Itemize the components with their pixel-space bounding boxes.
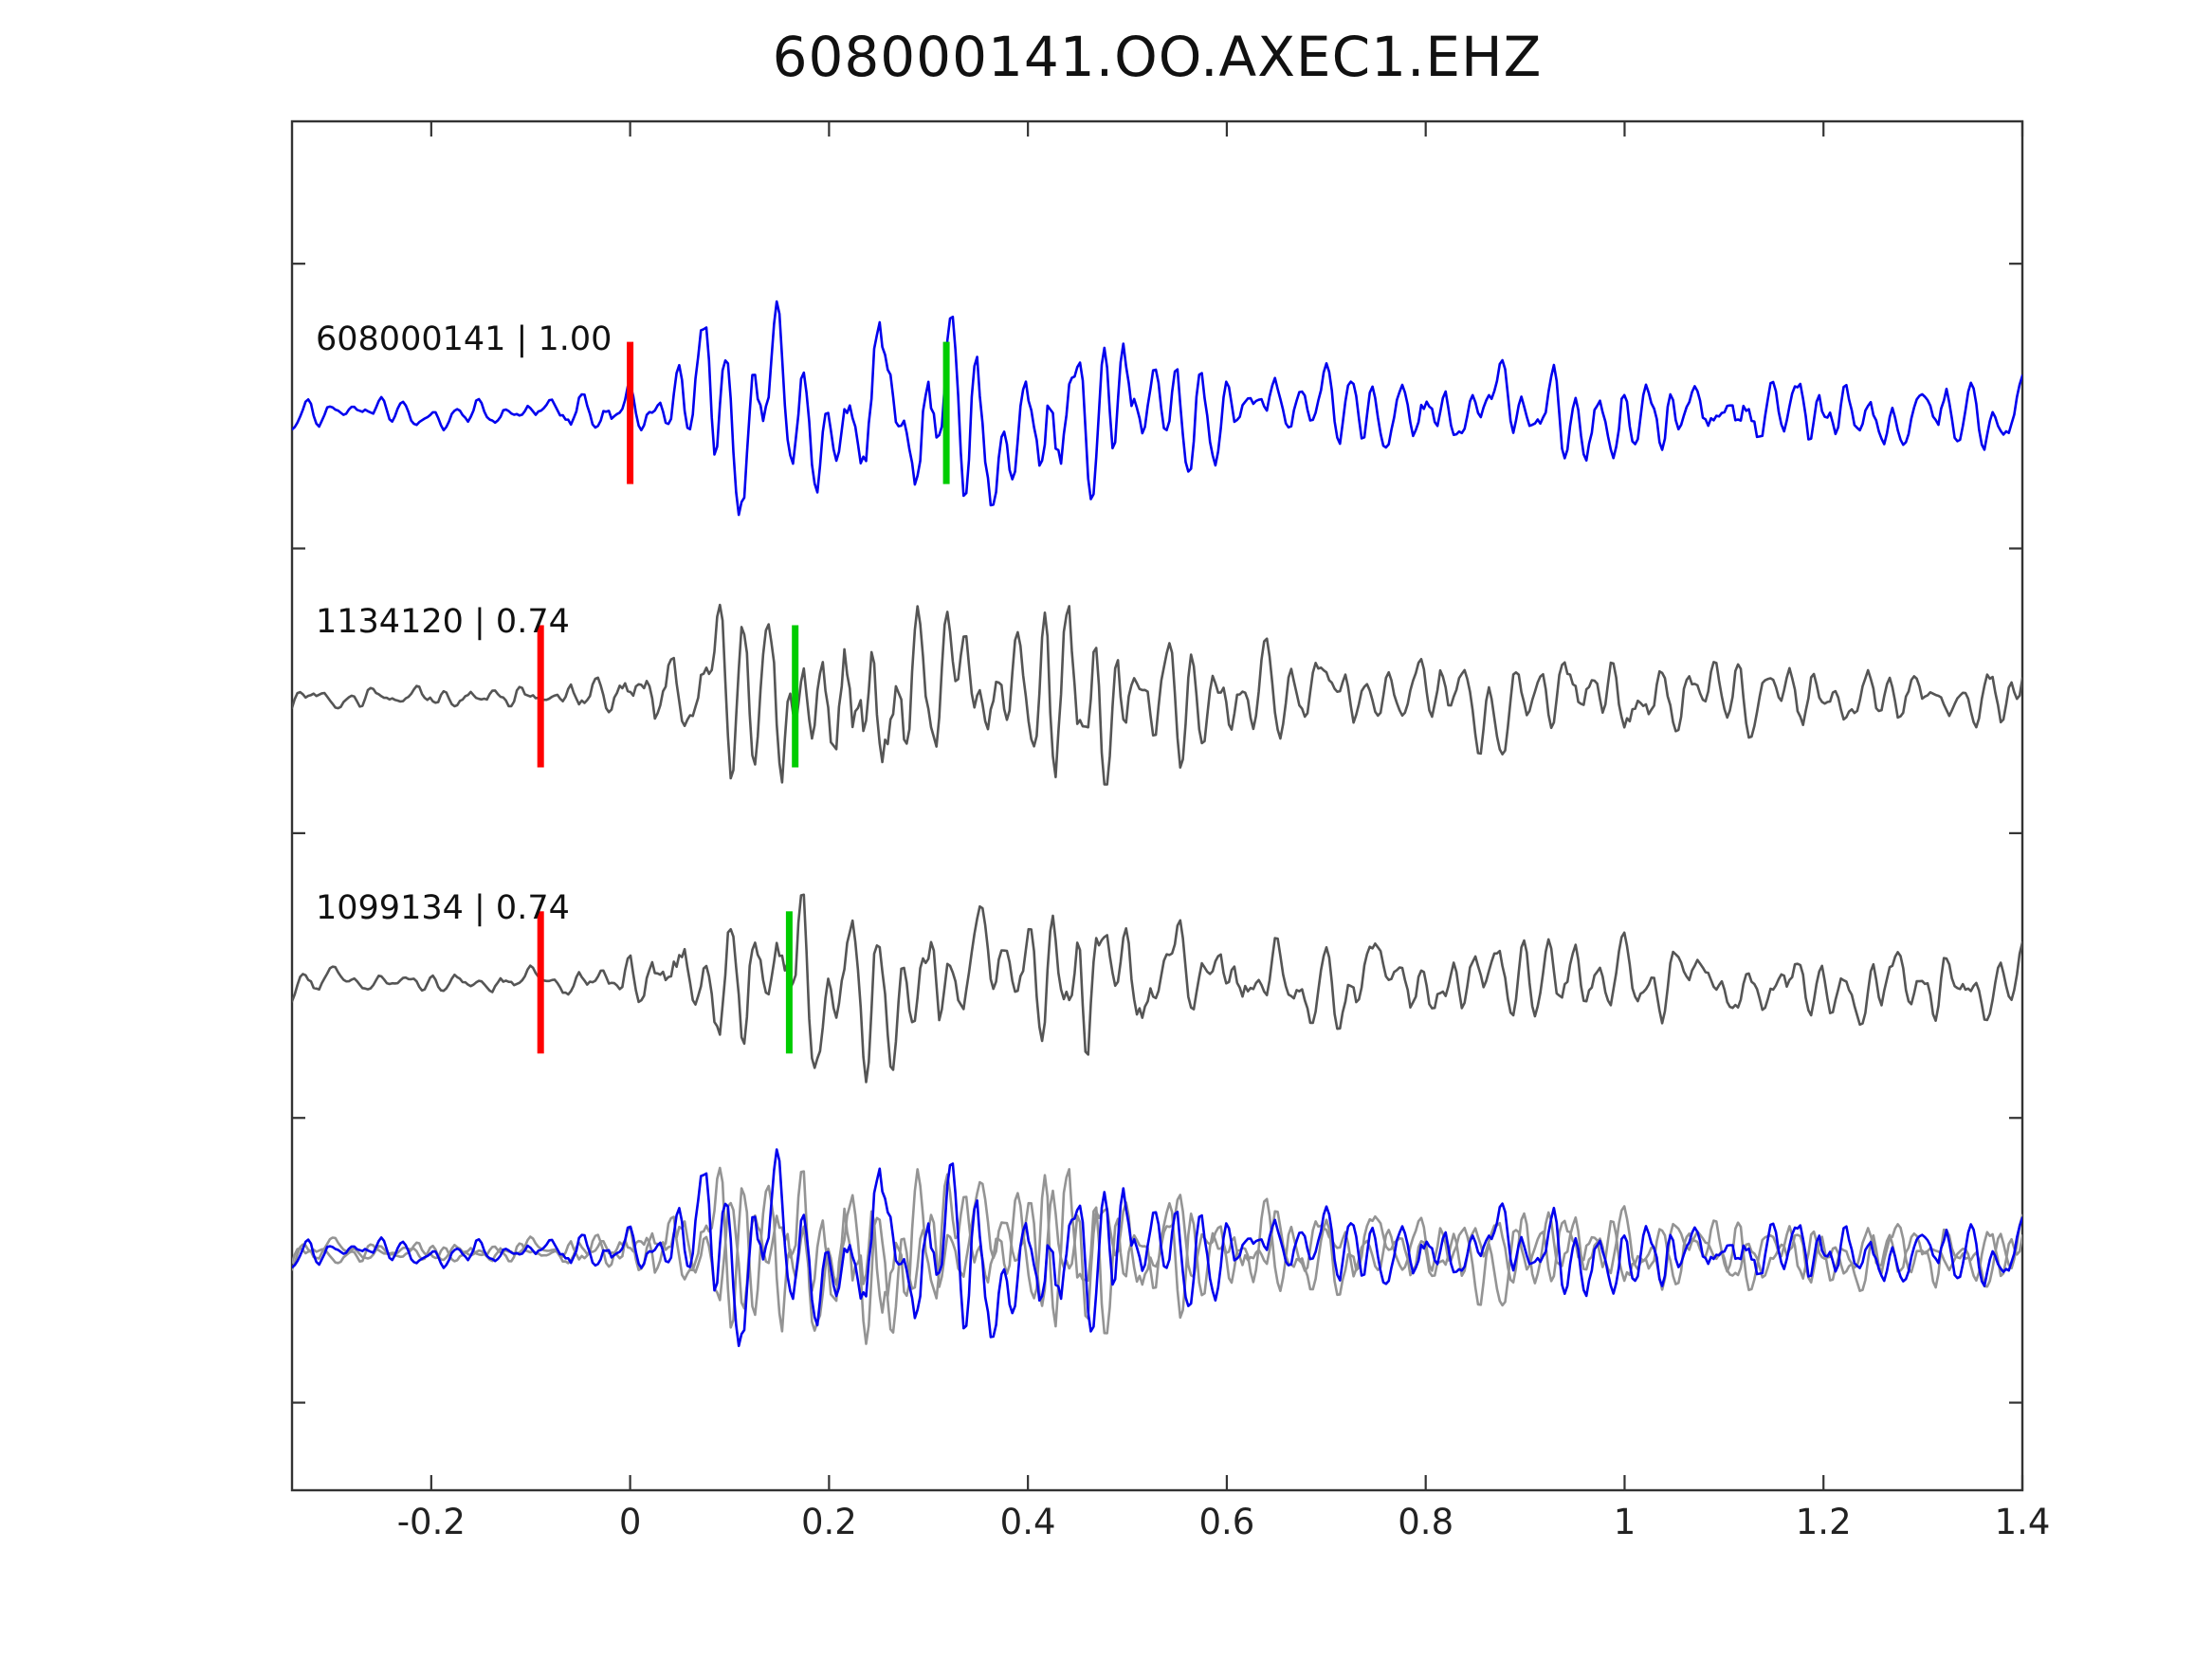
overlay-trace-line-2: [292, 1148, 2022, 1347]
x-tick-label: 0.4: [999, 1502, 1056, 1542]
trace-label-608000141: 608000141 | 1.00: [316, 319, 612, 358]
x-tick-label: 1.2: [1795, 1502, 1852, 1542]
overlay-trace-line-0: [292, 1166, 2022, 1335]
overlay-trace-line-1: [292, 1170, 2022, 1345]
trace-line-608000141: [292, 300, 2022, 517]
trace-label-1134120: 1134120 | 0.74: [316, 603, 570, 642]
x-tick-label: 0.6: [1198, 1502, 1255, 1542]
x-tick-label: 0: [618, 1502, 642, 1542]
pick-marker-red: [537, 911, 544, 1054]
x-tick-label: 1: [1613, 1502, 1636, 1542]
trace-line-1099134: [292, 893, 2022, 1084]
x-tick-label: 1.4: [1994, 1502, 2051, 1542]
x-tick-label: 0.2: [800, 1502, 857, 1542]
pick-marker-green: [785, 911, 793, 1054]
pick-marker-red: [627, 341, 634, 484]
pick-marker-red: [537, 625, 544, 768]
x-tick-label: -0.2: [396, 1502, 466, 1542]
page-title: 608000141.OO.AXEC1.EHZ: [772, 25, 1543, 89]
trace-label-1099134: 1099134 | 0.74: [316, 889, 570, 928]
axes-box: [290, 119, 2024, 1492]
waveforms-group: [292, 300, 2022, 1347]
trace-line-1134120: [292, 603, 2022, 786]
pick-marker-green: [792, 625, 799, 768]
x-tick-label: 0.8: [1398, 1502, 1454, 1542]
pick-marker-green: [942, 341, 950, 484]
